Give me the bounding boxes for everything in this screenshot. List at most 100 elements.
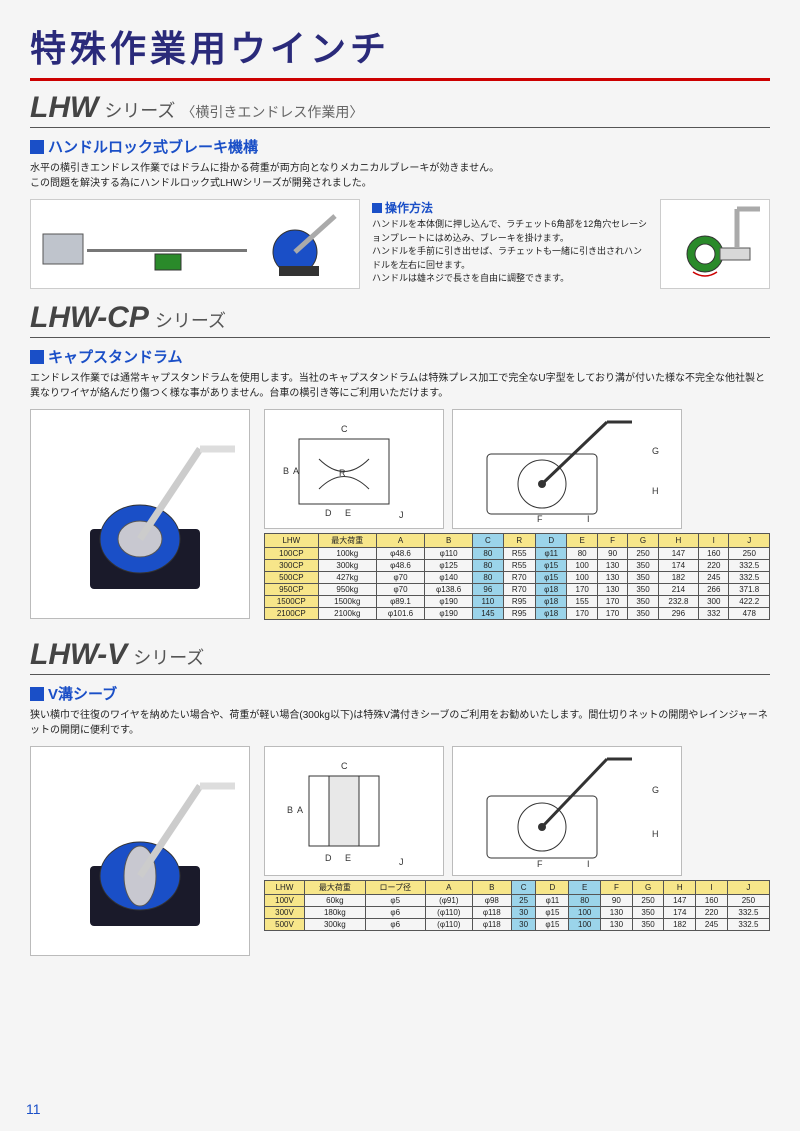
svg-text:A: A <box>293 466 299 476</box>
table-cell: φ89.1 <box>376 596 424 608</box>
svg-text:J: J <box>399 857 404 867</box>
table-header-cell: D <box>536 881 569 895</box>
svg-text:E: E <box>345 853 351 863</box>
svg-text:I: I <box>587 859 590 869</box>
svg-text:D: D <box>325 853 332 863</box>
capstan-winch-icon <box>40 419 240 609</box>
lhw-op-line2: ハンドルを手前に引き出せば、ラチェットも一緒に引き出されハンドルを左右に回せます… <box>372 245 648 272</box>
table-cell: 80 <box>473 548 503 560</box>
table-header-cell: E <box>567 534 597 548</box>
table-header-cell: G <box>628 534 658 548</box>
lhwv-subheading: V溝シーブ <box>30 683 770 704</box>
table-cell: φ18 <box>535 596 567 608</box>
divider <box>30 127 770 128</box>
vgroove-winch-icon <box>40 756 240 946</box>
lhw-subheading-text: ハンドルロック式ブレーキ機構 <box>48 136 258 157</box>
table-cell: φ48.6 <box>376 548 424 560</box>
table-row: 2100CP2100kgφ101.6φ190145R95φ18170170350… <box>265 608 770 620</box>
dimension-side-icon: G H F I <box>457 414 677 524</box>
table-cell: 60kg <box>305 895 366 907</box>
table-row: 950CP950kgφ70φ138.696R70φ181701303502142… <box>265 584 770 596</box>
table-row: 500V300kgφ6(φ110)φ11830φ1510013035018224… <box>265 919 770 931</box>
lhwcp-subheading-text: キャプスタンドラム <box>48 346 183 367</box>
table-cell: 296 <box>658 608 698 620</box>
table-cell: φ18 <box>535 608 567 620</box>
table-cell: 96 <box>473 584 503 596</box>
lhwv-body: 狭い横巾で往復のワイヤを納めたい場合や、荷重が軽い場合(300kg以下)は特殊V… <box>30 708 770 738</box>
table-cell: φ101.6 <box>376 608 424 620</box>
table-cell: R95 <box>503 608 535 620</box>
table-cell: 145 <box>473 608 503 620</box>
lhwcp-dim-diagram-2: G H F I <box>452 409 682 529</box>
table-cell: 110 <box>473 596 503 608</box>
table-cell: R70 <box>503 584 535 596</box>
lhwcp-dim-diagram-1: C B A R D E J <box>264 409 444 529</box>
lhw-op-text: ハンドルを本体側に押し込んで、ラチェット6角部を12角穴セレーションプレートには… <box>372 218 648 286</box>
table-cell: 1500kg <box>318 596 376 608</box>
svg-text:R: R <box>339 468 346 478</box>
table-header-cell: H <box>664 881 696 895</box>
svg-text:E: E <box>345 508 351 518</box>
table-cell: R95 <box>503 596 535 608</box>
table-cell: (φ110) <box>425 907 472 919</box>
lhw-body-line2: この問題を解決する為にハンドルロック式LHWシリーズが開発されました。 <box>30 176 770 191</box>
table-row: 500CP427kgφ70φ14080R70φ15100130350182245… <box>265 572 770 584</box>
table-cell: R70 <box>503 572 535 584</box>
table-header-cell: F <box>597 534 627 548</box>
table-header-cell: B <box>472 881 511 895</box>
lhwv-dim-diagram-1: C B A D E J <box>264 746 444 876</box>
table-cell: φ138.6 <box>425 584 473 596</box>
svg-text:C: C <box>341 424 348 434</box>
table-cell: 80 <box>569 895 601 907</box>
table-cell: φ125 <box>425 560 473 572</box>
lhw-series-note: 〈横引きエンドレス作業用〉 <box>181 102 363 122</box>
table-row: 100CP100kgφ48.6φ11080R55φ118090250147160… <box>265 548 770 560</box>
table-cell: φ5 <box>365 895 425 907</box>
lhw-op-line1: ハンドルを本体側に押し込んで、ラチェット6角部を12角穴セレーションプレートには… <box>372 218 648 245</box>
svg-text:D: D <box>325 508 332 518</box>
table-cell: 2100CP <box>265 608 319 620</box>
table-cell: 250 <box>727 895 769 907</box>
table-cell: 500CP <box>265 572 319 584</box>
lhwcp-spec-table: LHW最大荷重ABCRDEFGHIJ100CP100kgφ48.6φ11080R… <box>264 533 770 620</box>
table-header-cell: C <box>473 534 503 548</box>
svg-text:F: F <box>537 859 543 869</box>
table-cell: 350 <box>628 572 658 584</box>
lhw-diagram-left <box>30 199 360 289</box>
table-header-cell: A <box>425 881 472 895</box>
table-cell: 80 <box>473 572 503 584</box>
svg-text:G: G <box>652 446 659 456</box>
lhwcp-product-image <box>30 409 250 619</box>
lhw-body-line1: 水平の横引きエンドレス作業ではドラムに掛かる荷重が両方向となりメカニカルブレーキ… <box>30 161 770 176</box>
lhw-body: 水平の横引きエンドレス作業ではドラムに掛かる荷重が両方向となりメカニカルブレーキ… <box>30 161 770 191</box>
table-cell: 155 <box>567 596 597 608</box>
lhw-series-suffix: シリーズ <box>104 97 175 123</box>
table-cell: 182 <box>664 919 696 931</box>
dimension-side-v-icon: G H F I <box>457 751 677 871</box>
table-cell: 25 <box>511 895 536 907</box>
table-cell: 266 <box>699 584 729 596</box>
table-row: 1500CP1500kgφ89.1φ190110R95φ181551703502… <box>265 596 770 608</box>
lhw-series-name: LHW <box>30 91 98 125</box>
table-cell: φ6 <box>365 919 425 931</box>
table-cell: 478 <box>729 608 770 620</box>
table-row: 100V60kgφ5(φ91)φ9825φ118090250147160250 <box>265 895 770 907</box>
table-cell: 214 <box>658 584 698 596</box>
table-cell: 100 <box>567 560 597 572</box>
table-cell: φ15 <box>535 560 567 572</box>
table-cell: 300 <box>699 596 729 608</box>
table-cell: 160 <box>699 548 729 560</box>
table-cell: 350 <box>628 596 658 608</box>
dimension-front-v-icon: C B A D E J <box>269 751 439 871</box>
table-row: 300V180kgφ6(φ110)φ11830φ1510013035017422… <box>265 907 770 919</box>
lhwv-right-col: C B A D E J G H F I <box>264 746 770 931</box>
lhw-diagram-right <box>660 199 770 289</box>
table-cell: 1500CP <box>265 596 319 608</box>
table-cell: 332.5 <box>727 919 769 931</box>
table-cell: (φ110) <box>425 919 472 931</box>
table-cell: φ140 <box>425 572 473 584</box>
table-cell: φ98 <box>472 895 511 907</box>
table-cell: 160 <box>696 895 728 907</box>
table-cell: 332 <box>699 608 729 620</box>
table-cell: 427kg <box>318 572 376 584</box>
